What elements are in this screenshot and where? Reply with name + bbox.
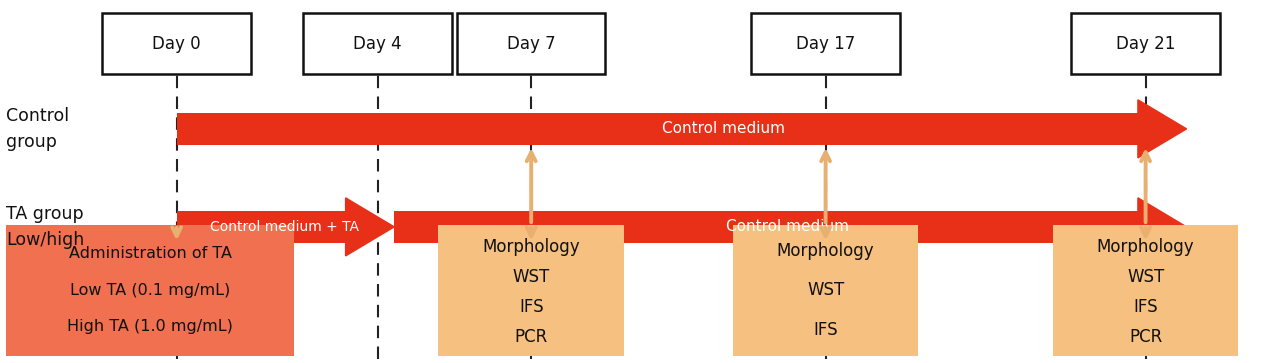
Text: Day 7: Day 7 xyxy=(507,34,556,53)
Bar xyxy=(394,211,1138,243)
Text: Control medium + TA: Control medium + TA xyxy=(210,220,358,234)
Text: WST: WST xyxy=(512,268,550,286)
FancyBboxPatch shape xyxy=(1071,13,1220,74)
Text: High TA (1.0 mg/mL): High TA (1.0 mg/mL) xyxy=(68,319,233,334)
Text: TA group: TA group xyxy=(6,205,84,223)
Text: Low/high: Low/high xyxy=(6,231,84,249)
Bar xyxy=(6,225,294,356)
Text: IFS: IFS xyxy=(813,321,838,339)
Text: IFS: IFS xyxy=(518,298,544,317)
Text: Control: Control xyxy=(6,107,69,125)
FancyBboxPatch shape xyxy=(102,13,251,74)
Text: Control medium: Control medium xyxy=(726,219,849,234)
Text: IFS: IFS xyxy=(1133,298,1158,317)
Text: PCR: PCR xyxy=(515,329,548,346)
Bar xyxy=(1052,225,1239,356)
Text: group: group xyxy=(6,132,58,151)
Text: WST: WST xyxy=(1126,268,1165,286)
Polygon shape xyxy=(1138,198,1187,256)
Polygon shape xyxy=(1138,100,1187,158)
Text: Control medium: Control medium xyxy=(662,121,785,136)
Text: Day 0: Day 0 xyxy=(152,34,201,53)
Text: Day 4: Day 4 xyxy=(353,34,402,53)
FancyBboxPatch shape xyxy=(303,13,452,74)
Text: Low TA (0.1 mg/mL): Low TA (0.1 mg/mL) xyxy=(70,283,230,298)
Text: Morphology: Morphology xyxy=(483,238,580,256)
FancyBboxPatch shape xyxy=(457,13,605,74)
Polygon shape xyxy=(346,198,394,256)
Bar xyxy=(732,225,919,356)
Text: Administration of TA: Administration of TA xyxy=(69,246,232,261)
FancyBboxPatch shape xyxy=(751,13,900,74)
Text: Morphology: Morphology xyxy=(1097,238,1194,256)
Text: Morphology: Morphology xyxy=(777,242,874,260)
Bar xyxy=(177,113,1138,145)
Text: Day 17: Day 17 xyxy=(796,34,855,53)
Bar xyxy=(438,225,625,356)
Bar xyxy=(177,211,346,243)
Text: Day 21: Day 21 xyxy=(1116,34,1175,53)
Text: PCR: PCR xyxy=(1129,329,1162,346)
Text: WST: WST xyxy=(806,281,845,299)
